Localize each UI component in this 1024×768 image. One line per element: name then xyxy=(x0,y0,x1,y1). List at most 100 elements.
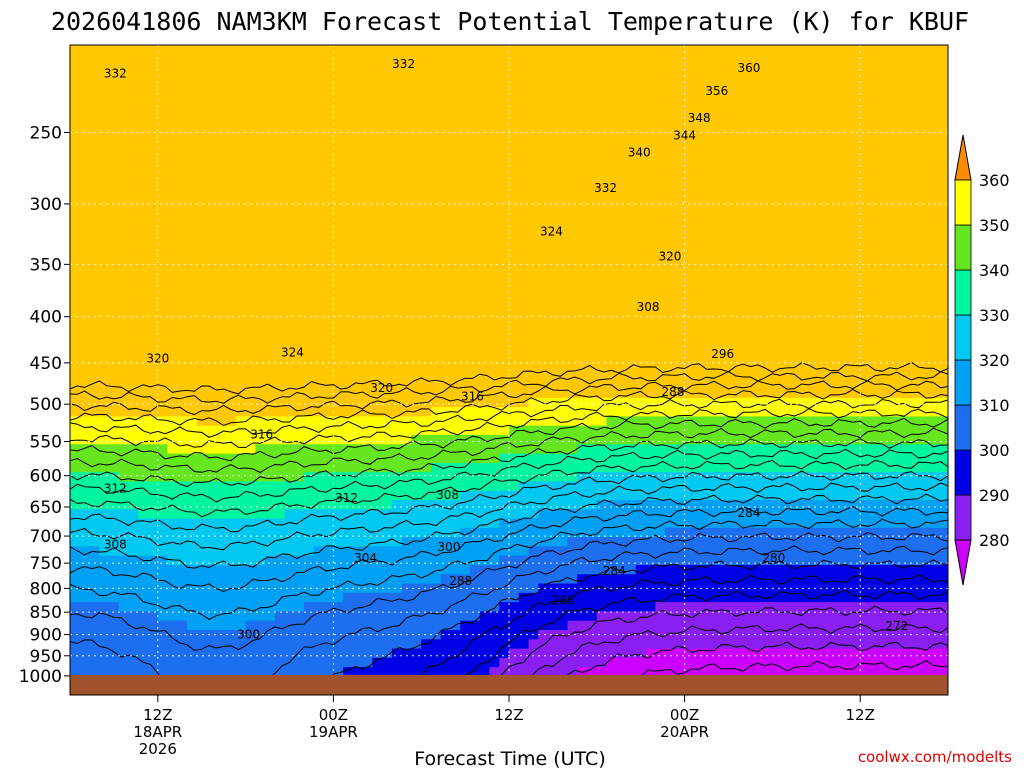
theta-cell xyxy=(606,184,617,195)
theta-cell xyxy=(743,147,754,158)
theta-cell xyxy=(177,332,188,343)
theta-cell xyxy=(196,91,208,102)
theta-cell xyxy=(343,379,354,390)
theta-cell xyxy=(304,110,315,120)
theta-cell xyxy=(713,82,725,93)
theta-cell xyxy=(694,230,705,241)
theta-cell xyxy=(333,546,344,557)
theta-cell xyxy=(187,156,198,167)
theta-cell xyxy=(548,63,559,74)
theta-cell xyxy=(391,193,403,204)
theta-cell xyxy=(196,128,208,139)
theta-cell xyxy=(528,63,539,74)
theta-cell xyxy=(450,137,461,148)
theta-cell xyxy=(401,323,413,334)
theta-cell xyxy=(538,462,549,473)
theta-cell xyxy=(362,509,374,520)
theta-cell xyxy=(333,277,344,288)
theta-cell xyxy=(109,314,120,325)
theta-cell xyxy=(196,490,208,501)
theta-cell xyxy=(372,379,383,390)
theta-cell xyxy=(577,314,588,325)
theta-cell xyxy=(216,277,227,288)
theta-cell xyxy=(479,305,491,315)
theta-cell xyxy=(665,509,676,520)
theta-cell xyxy=(655,481,666,492)
theta-cell xyxy=(245,620,256,631)
theta-cell xyxy=(109,555,120,566)
theta-cell xyxy=(79,360,91,371)
theta-cell xyxy=(216,72,227,83)
theta-cell xyxy=(460,277,471,288)
theta-cell xyxy=(245,481,256,492)
theta-cell xyxy=(616,370,627,380)
theta-cell xyxy=(626,137,637,148)
theta-cell xyxy=(79,657,91,668)
theta-cell xyxy=(674,667,686,678)
theta-cell xyxy=(606,314,617,325)
theta-cell xyxy=(382,156,393,167)
theta-cell xyxy=(79,592,91,603)
theta-cell xyxy=(70,583,81,594)
theta-cell xyxy=(752,267,764,278)
theta-cell xyxy=(509,425,520,436)
theta-cell xyxy=(343,175,354,185)
theta-cell xyxy=(440,295,452,306)
theta-cell xyxy=(587,240,598,250)
theta-cell xyxy=(577,370,588,380)
theta-cell xyxy=(362,592,374,603)
theta-cell xyxy=(645,518,656,529)
theta-cell xyxy=(733,63,744,74)
theta-cell xyxy=(294,128,305,139)
theta-cell xyxy=(333,82,344,93)
theta-cell xyxy=(391,509,403,520)
theta-cell xyxy=(89,147,100,158)
theta-cell xyxy=(645,379,656,390)
theta-cell xyxy=(391,332,403,343)
theta-cell xyxy=(518,370,530,380)
theta-cell xyxy=(587,407,598,418)
theta-cell xyxy=(206,137,217,148)
theta-cell xyxy=(645,453,656,464)
theta-cell xyxy=(372,72,383,83)
theta-cell xyxy=(294,165,305,176)
theta-cell xyxy=(538,332,549,343)
theta-cell xyxy=(430,295,442,306)
theta-cell xyxy=(655,462,666,473)
theta-cell xyxy=(596,230,608,241)
theta-cell xyxy=(255,397,266,408)
theta-cell xyxy=(79,500,91,510)
theta-cell xyxy=(557,137,569,148)
theta-cell xyxy=(499,453,510,464)
theta-cell xyxy=(509,212,520,223)
theta-cell xyxy=(362,100,374,111)
theta-cell xyxy=(411,444,422,455)
theta-cell xyxy=(538,444,549,455)
theta-cell xyxy=(196,110,208,120)
theta-cell xyxy=(762,202,773,213)
theta-cell xyxy=(635,435,647,445)
theta-cell xyxy=(206,500,217,510)
theta-cell xyxy=(616,249,627,260)
theta-cell xyxy=(255,565,266,575)
theta-cell xyxy=(255,175,266,185)
theta-cell xyxy=(548,100,559,111)
theta-cell xyxy=(743,63,754,74)
theta-cell xyxy=(655,435,666,445)
theta-cell xyxy=(128,119,139,130)
theta-cell xyxy=(684,435,695,445)
theta-cell xyxy=(128,490,139,501)
theta-cell xyxy=(538,667,549,678)
theta-cell xyxy=(567,351,578,362)
theta-cell xyxy=(362,277,374,288)
theta-cell xyxy=(167,54,178,65)
theta-cell xyxy=(723,230,734,241)
theta-cell xyxy=(469,332,481,343)
theta-cell xyxy=(382,258,393,269)
theta-cell xyxy=(411,193,422,204)
theta-cell xyxy=(274,574,286,585)
theta-cell xyxy=(411,119,422,130)
theta-cell xyxy=(343,360,354,371)
theta-cell xyxy=(294,592,305,603)
theta-cell xyxy=(450,110,461,120)
